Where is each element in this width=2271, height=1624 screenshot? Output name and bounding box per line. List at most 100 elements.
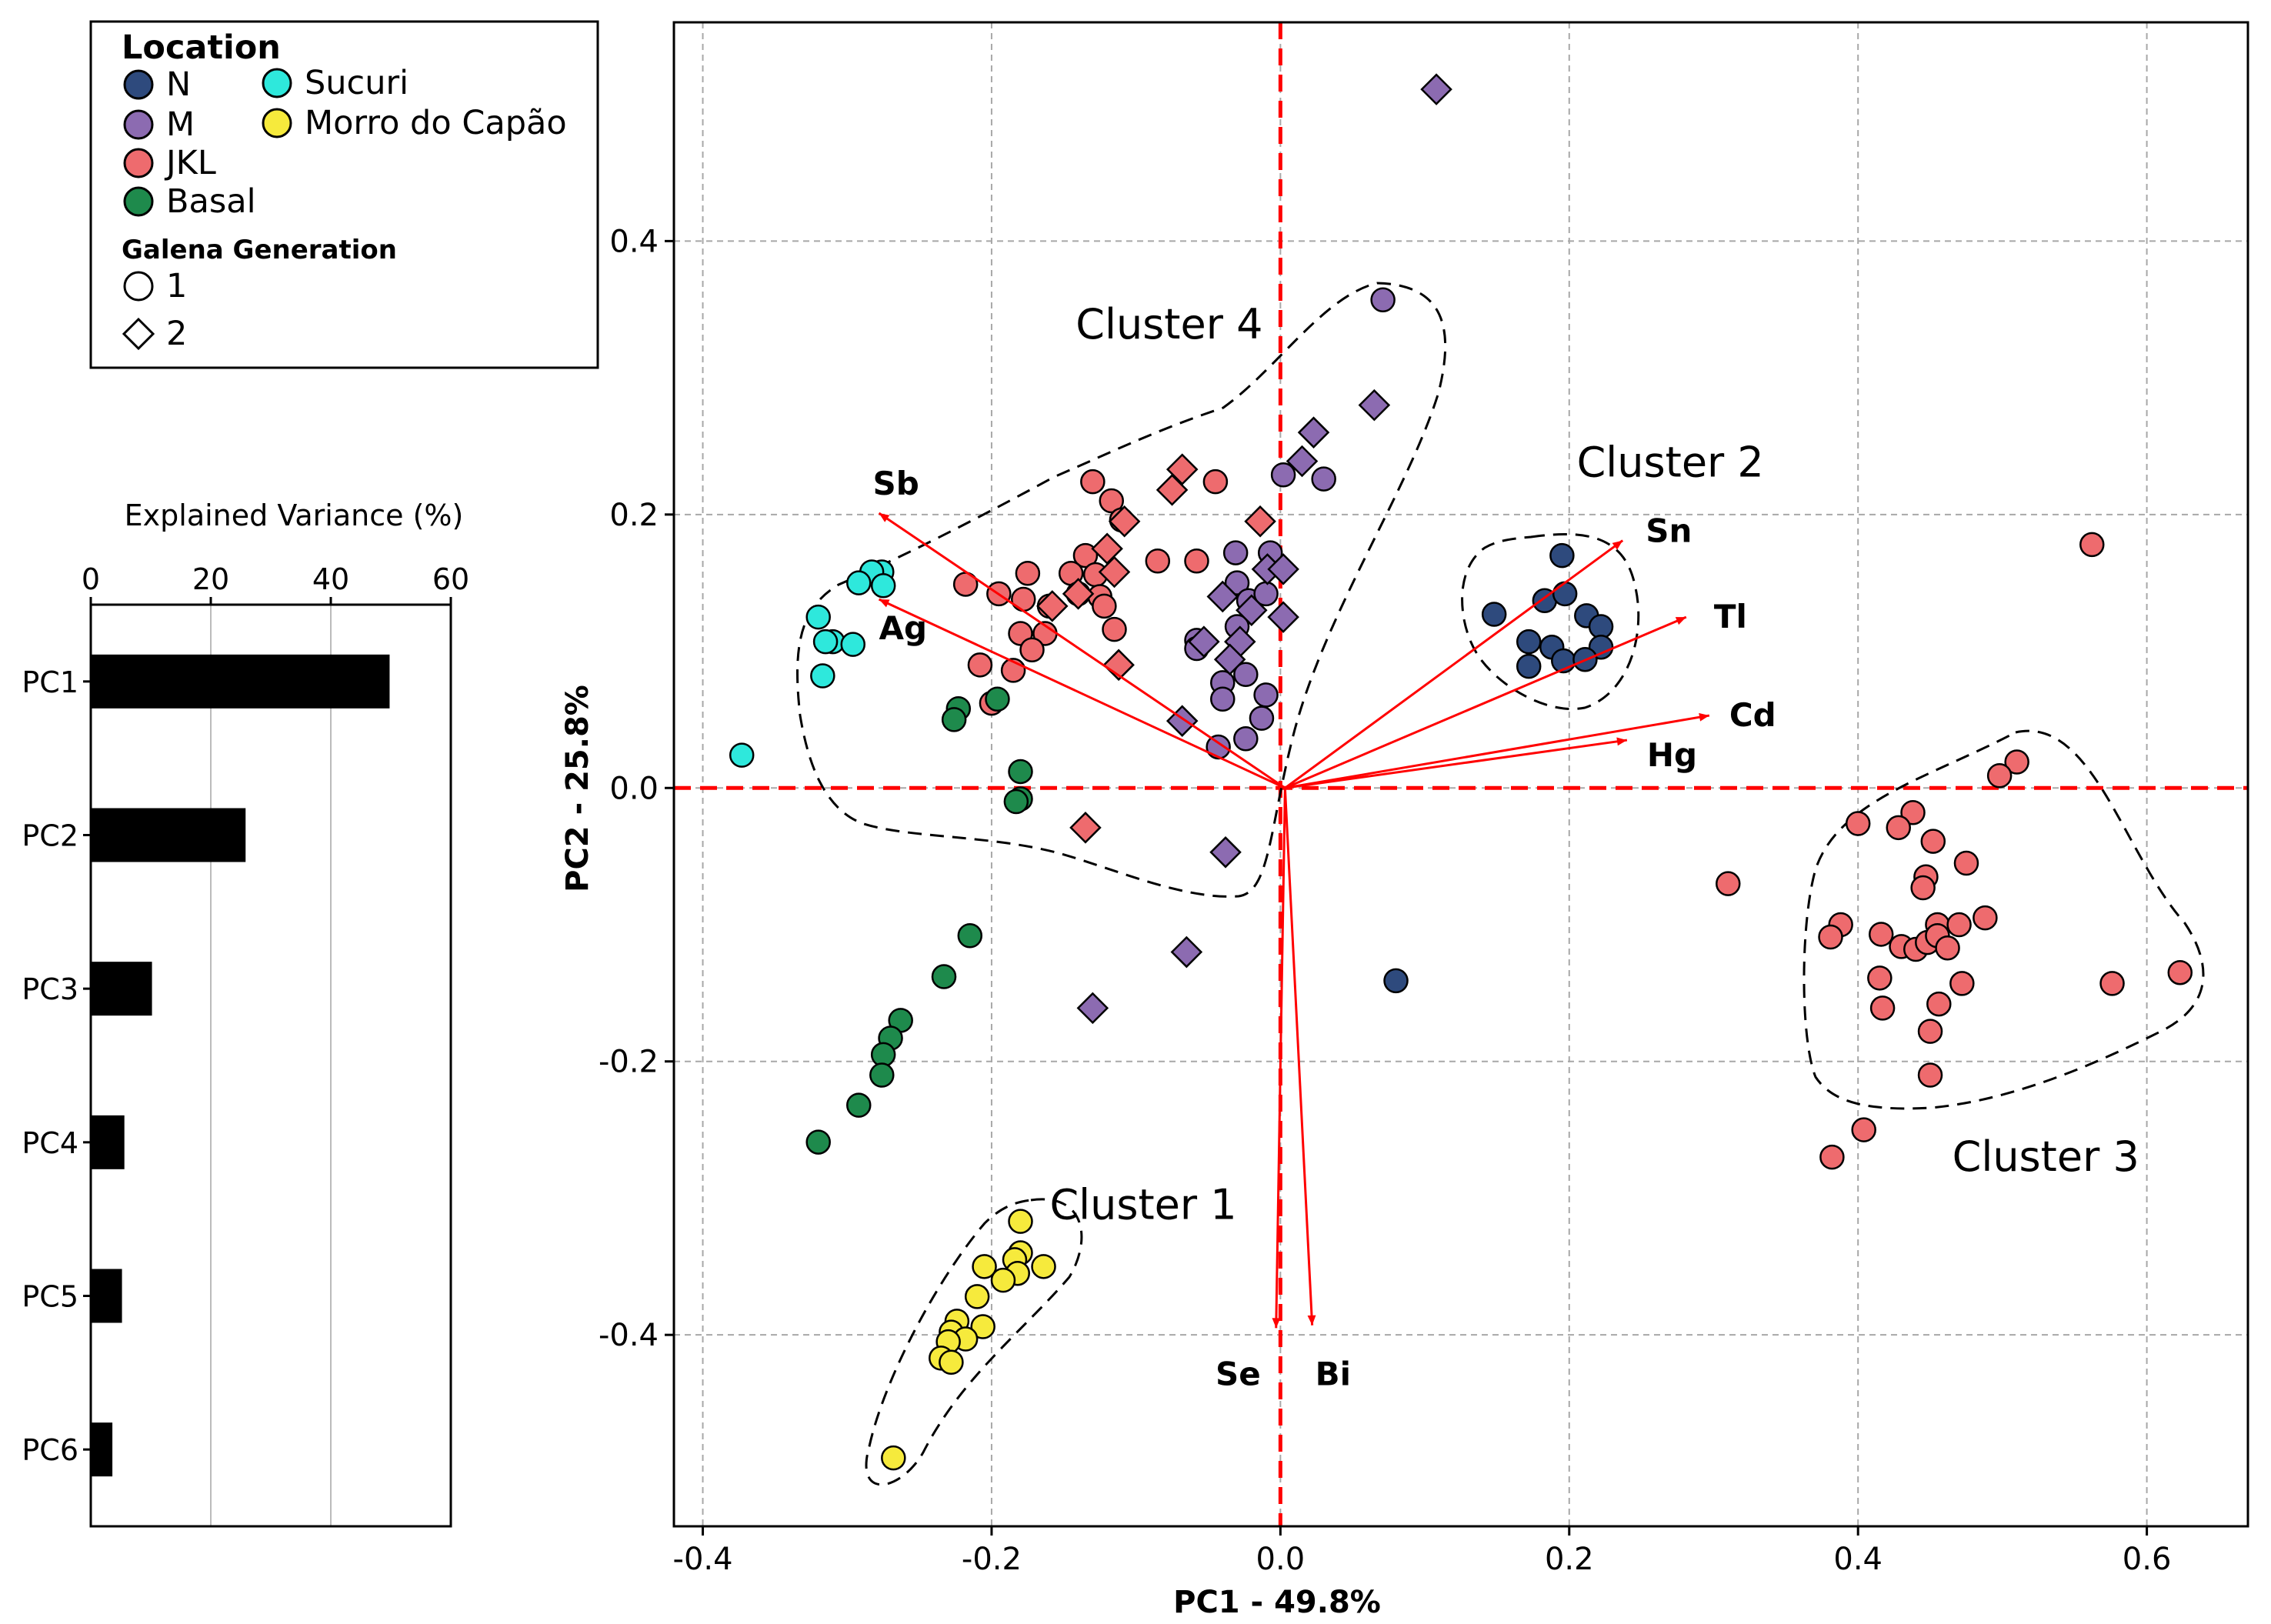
bar-category-label: PC2 (22, 819, 78, 853)
loading-label-cd: Cd (1729, 696, 1776, 734)
legend-marker-basal (123, 186, 154, 217)
point-jkl-gen1 (1716, 871, 1741, 896)
loading-arrowhead-se (1272, 1318, 1281, 1329)
biplot-xtick-label: 0.0 (1256, 1542, 1306, 1577)
biplot-xtick-label: -0.4 (673, 1542, 733, 1577)
point-sucuri-gen1 (870, 572, 896, 599)
point-jkl-gen1 (1867, 965, 1892, 991)
point-m-gen2 (1170, 935, 1203, 969)
point-jkl-gen1 (1886, 815, 1912, 841)
point-jkl-gen1 (1092, 593, 1117, 619)
point-morro-do-capão-gen1 (990, 1267, 1016, 1293)
legend-frame (89, 20, 599, 369)
point-jkl-gen1 (2079, 532, 2105, 558)
point-jkl-gen1 (1953, 850, 1979, 876)
point-n-gen1 (1552, 581, 1578, 607)
point-jkl-gen1 (1986, 763, 2013, 789)
point-m-gen1 (1206, 734, 1231, 760)
point-jkl-gen1 (1845, 811, 1871, 836)
loading-arrow-sb (878, 512, 1286, 789)
biplot-xtick-label: 0.4 (1833, 1542, 1882, 1577)
bar-xtick-label: 0 (82, 562, 100, 596)
point-morro-do-capão-gen1 (881, 1445, 906, 1471)
biplot-xtick-label: 0.2 (1545, 1542, 1594, 1577)
point-jkl-gen1 (1015, 560, 1041, 586)
bar-category-label: PC5 (22, 1280, 78, 1314)
legend-label-basal: Basal (166, 182, 256, 221)
bar-category-label: PC6 (22, 1433, 78, 1467)
cluster-label-cluster-2: Cluster 2 (1577, 438, 1764, 486)
point-m-gen2 (1267, 601, 1299, 633)
bar-pc4 (91, 1115, 125, 1169)
legend-generations: 12 (122, 267, 187, 353)
point-basal-gen1 (869, 1062, 895, 1088)
loading-arrowhead-tl (1675, 617, 1686, 625)
biplot-xtick-label: 0.6 (2123, 1542, 2172, 1577)
point-jkl-gen1 (1935, 935, 1960, 961)
legend-marker-jkl (123, 148, 154, 178)
point-jkl-gen1 (1818, 924, 1843, 950)
loading-arrowhead-hg (1616, 737, 1627, 746)
legend-location-title: Location (122, 28, 281, 67)
legend-marker-gen-2 (122, 317, 155, 351)
bar-xtick-label: 60 (432, 562, 469, 596)
point-basal-gen1 (846, 1092, 872, 1118)
point-n-gen1 (1481, 602, 1507, 627)
point-m-gen2 (1267, 553, 1299, 585)
point-morro-do-capão-gen1 (939, 1349, 964, 1375)
point-jkl-gen1 (2167, 959, 2193, 985)
point-jkl-gen2 (1069, 812, 1102, 844)
legend-label-gen-2: 2 (166, 315, 187, 353)
loading-arrowhead-ag (879, 599, 890, 608)
point-morro-do-capão-gen1 (1031, 1254, 1056, 1279)
point-basal-gen1 (931, 964, 957, 989)
legend-marker-m (123, 109, 154, 140)
loading-label-tl: Tl (1714, 598, 1747, 635)
biplot-ytick-label: 0.0 (609, 771, 659, 806)
legend-label-jkl: JKL (164, 144, 216, 182)
biplot-xtick-label: -0.2 (962, 1542, 1022, 1577)
point-morro-do-capão-gen1 (964, 1284, 990, 1309)
point-jkl-gen1 (1917, 1062, 1943, 1088)
point-m-gen1 (1233, 662, 1259, 688)
biplot-cluster-labels: Cluster 1 Cluster 2 Cluster 3 Cluster 4 (1049, 300, 2139, 1229)
point-sucuri-gen1 (810, 663, 835, 689)
bar-pc2 (91, 808, 246, 862)
point-jkl-gen1 (1900, 800, 1926, 825)
point-m-gen2 (1420, 73, 1452, 105)
point-morro-do-capão-gen1 (970, 1314, 995, 1339)
point-jkl-gen1 (1102, 616, 1127, 642)
point-sucuri-gen1 (729, 742, 755, 768)
point-n-gen1 (1383, 968, 1409, 994)
point-m-gen2 (1297, 416, 1330, 449)
bar-chart-title: Explained Variance (%) (125, 499, 464, 532)
point-jkl-gen1 (1202, 469, 1229, 495)
loading-label-hg: Hg (1647, 736, 1697, 774)
loading-arrow-ag (878, 598, 1286, 789)
cluster-1-outline (865, 1198, 1083, 1486)
point-jkl-gen2 (1108, 505, 1141, 538)
point-m-gen1 (1233, 726, 1259, 752)
point-m-gen1 (1270, 462, 1296, 488)
point-jkl-gen1 (1145, 548, 1171, 574)
biplot-ytick-label: -0.4 (599, 1318, 659, 1353)
point-jkl-gen1 (1973, 905, 1998, 931)
legend-label-n: N (166, 65, 191, 104)
point-jkl-gen1 (1184, 548, 1209, 574)
loading-label-sb: Sb (873, 465, 919, 502)
cluster-3-outline (1802, 729, 2205, 1110)
point-morro-do-capão-gen1 (1008, 1209, 1033, 1234)
point-jkl-gen1 (1868, 922, 1894, 947)
point-m-gen1 (1224, 570, 1250, 595)
point-sucuri-gen1 (805, 604, 831, 630)
point-jkl-gen1 (1819, 1144, 1845, 1170)
bar-pc1 (91, 654, 390, 709)
point-m-gen2 (1286, 445, 1319, 478)
legend-marker-morro-do-capão (262, 108, 292, 138)
legend-marker-sucuri (262, 68, 292, 98)
point-m-gen1 (1210, 686, 1236, 712)
point-jkl-gen2 (1156, 474, 1189, 506)
loading-label-ag: Ag (879, 609, 928, 647)
point-jkl-gen2 (1244, 505, 1276, 538)
